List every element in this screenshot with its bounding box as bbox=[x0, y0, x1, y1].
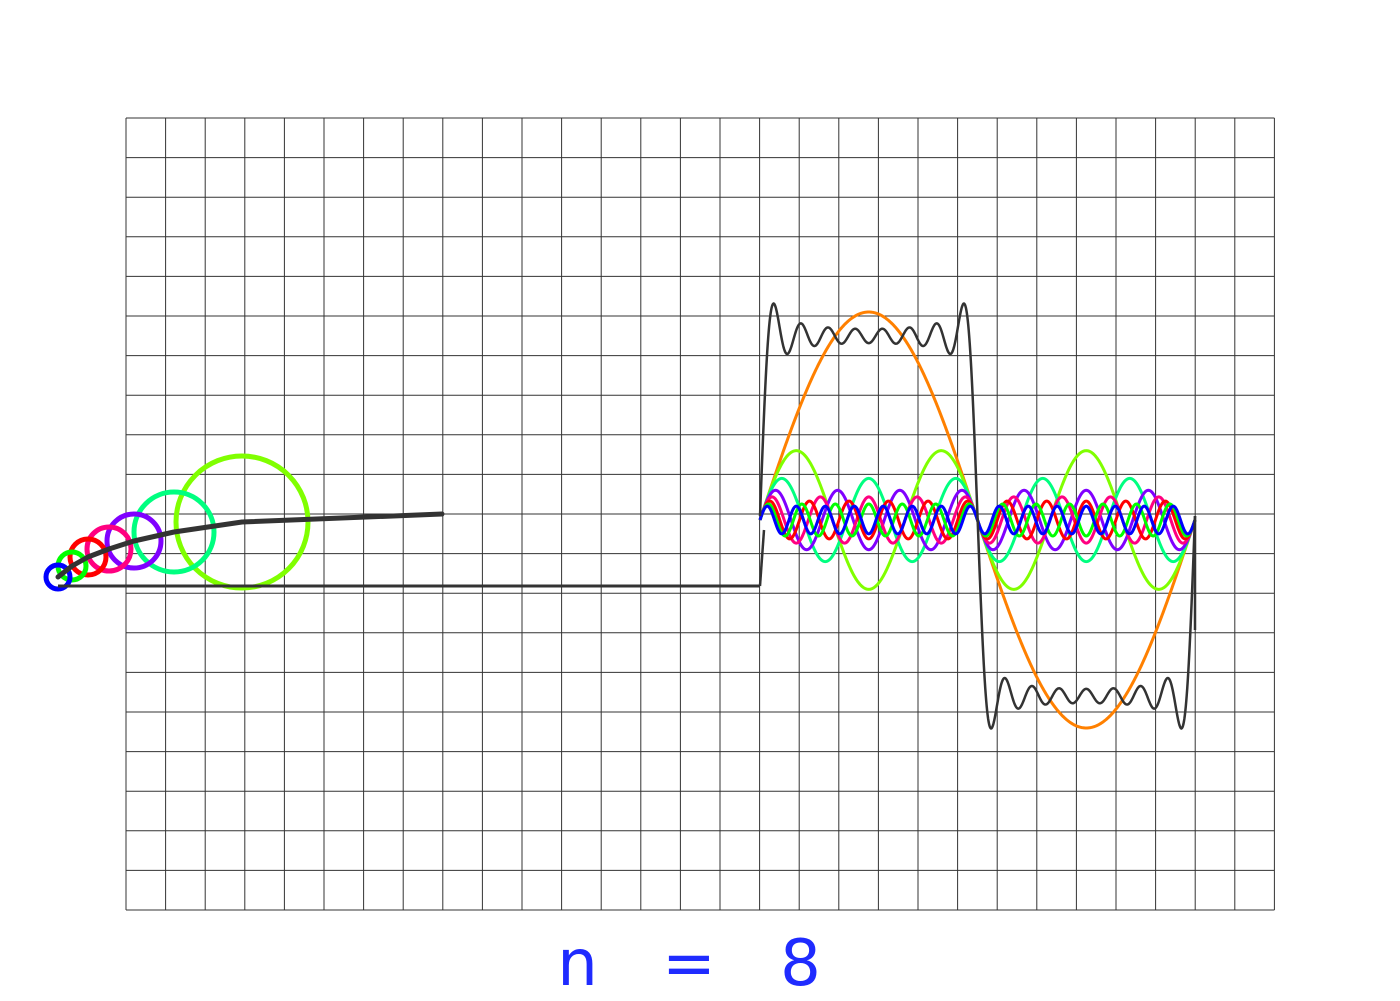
epicycle-circle bbox=[173, 453, 311, 591]
epicycle-circle bbox=[131, 489, 217, 575]
sum-waveform bbox=[758, 302, 1197, 730]
sum-waveform-group bbox=[58, 302, 1197, 730]
grid bbox=[125, 117, 1275, 911]
epicycles bbox=[43, 453, 445, 592]
epicycle-radius-chain bbox=[55, 511, 445, 580]
epicycle-circle bbox=[67, 536, 109, 578]
epicycle-circle bbox=[104, 511, 164, 571]
term-count-label: n = 8 bbox=[557, 927, 843, 1001]
tracer-connector bbox=[758, 529, 766, 587]
epicycle-circle bbox=[43, 562, 73, 592]
epicycle-circle bbox=[84, 524, 134, 574]
